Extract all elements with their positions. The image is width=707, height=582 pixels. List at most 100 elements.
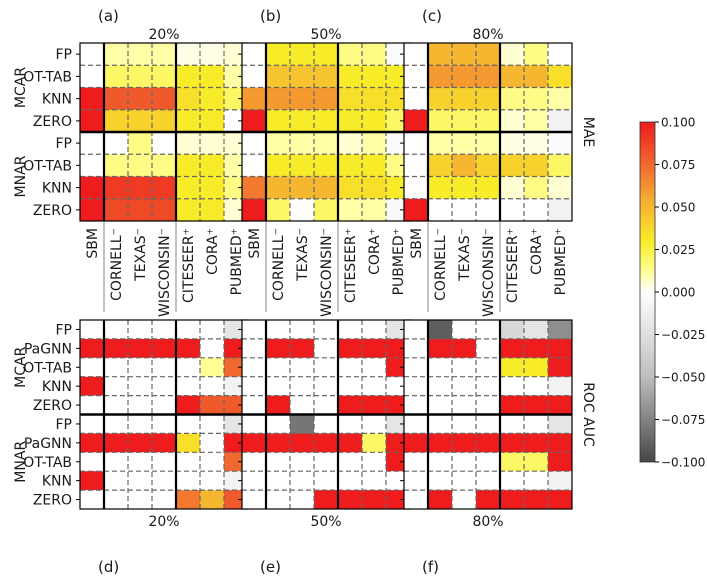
heatmap-cell [452,132,477,155]
heatmap-cell [452,109,477,133]
heatmap-cell [548,43,573,66]
heatmap-cell [128,376,153,396]
heatmap-cell [200,132,225,155]
heatmap-cell [104,198,129,222]
heatmap-cell [152,452,177,472]
heatmap-cell [476,433,501,453]
heatmap-cell [404,395,429,415]
heatmap-cell [128,320,153,340]
heatmap-cell [128,338,153,359]
heatmap-cell [500,176,525,200]
heatmap-cell [452,338,477,359]
heatmap-cell [290,132,315,155]
heatmap-cell [242,65,267,88]
heatmap-cell [104,65,129,88]
heatmap-cell [152,376,177,396]
heatmap-cell [314,109,339,133]
heatmap-cell [428,198,453,222]
heatmap-cell [404,452,429,472]
heatmap-cell [80,433,105,453]
column-label-dataset: SBM [85,228,101,259]
heatmap-cell [314,414,339,434]
heatmap-cell [428,132,453,155]
heatmap-cell [152,176,177,200]
heatmap-cell [266,452,291,472]
heatmap-cell [548,357,573,378]
heatmap-cell [128,43,153,66]
heatmap-cell [242,320,267,340]
heatmap-cell [80,452,105,472]
row-label-method: OT-TAB [23,69,72,85]
heatmap-cell [80,490,105,510]
heatmap-cell [548,154,573,177]
heatmap-cell [152,109,177,133]
colorbar-tick-label: −0.100 [661,456,705,470]
heatmap-cell [524,452,549,472]
heatmap-cell [338,452,363,472]
panel-letter: (c) [422,7,442,25]
heatmap-cell [266,414,291,434]
heatmap-cell [362,414,387,434]
heatmap-cell [80,109,105,133]
heatmap-cell [104,109,129,133]
heatmap-cell [128,109,153,133]
heatmap-cell [404,320,429,340]
heatmap-cell [80,87,105,111]
colorbar-tick-label: −0.025 [661,328,705,342]
heatmap-cell [152,357,177,378]
heatmap-cell [524,43,549,66]
heatmap-cell [128,414,153,434]
row-label-mechanism: MNAR [13,155,29,197]
heatmap-cell [104,433,129,453]
heatmap-cell [476,320,501,340]
heatmap-cell [266,109,291,133]
heatmap-cell [338,43,363,66]
heatmap-cell [452,414,477,434]
heatmap-cell [548,320,573,340]
heatmap-cell [104,154,129,177]
heatmap-cell [266,154,291,177]
heatmap-cell [338,395,363,415]
heatmap-cell [362,452,387,472]
heatmap-cell [452,320,477,340]
column-label-dataset: CITESEER⁺ [343,228,359,303]
heatmap-cell [452,471,477,491]
heatmap-cell [362,176,387,200]
row-label-method: FP [56,136,73,152]
heatmap-cell [500,357,525,378]
heatmap-cell [242,452,267,472]
panel-frame [403,319,573,510]
heatmap-cell [476,376,501,396]
column-label-dataset: CITESEER⁺ [505,228,521,303]
heatmap-cell [428,43,453,66]
colorbar-tick-label: −0.050 [661,371,705,385]
heatmap-cell [548,132,573,155]
heatmap-cell [200,109,225,133]
heatmap-cell [500,490,525,510]
row-label-method: ZERO [33,398,72,414]
heatmap-cell [152,87,177,111]
heatmap-cell [290,471,315,491]
heatmap-cell [80,357,105,378]
heatmap-cell [314,490,339,510]
heatmap-cell [128,452,153,472]
heatmap-cell [176,87,201,111]
heatmap-cell [314,87,339,111]
heatmap-cell [428,452,453,472]
heatmap-cell [200,376,225,396]
colorbar-tick-label: 0.075 [661,158,695,172]
heatmap-cell [476,395,501,415]
panel-frame [403,42,573,222]
heatmap-cell [176,433,201,453]
heatmap-cell [200,452,225,472]
heatmap-cell [200,154,225,177]
heatmap-cell [338,198,363,222]
heatmap-cell [524,198,549,222]
heatmap-cell [176,452,201,472]
heatmap-cell [80,154,105,177]
heatmap-cell [104,338,129,359]
heatmap-cell [548,376,573,396]
heatmap-cell [500,471,525,491]
heatmap-cell [548,198,573,222]
